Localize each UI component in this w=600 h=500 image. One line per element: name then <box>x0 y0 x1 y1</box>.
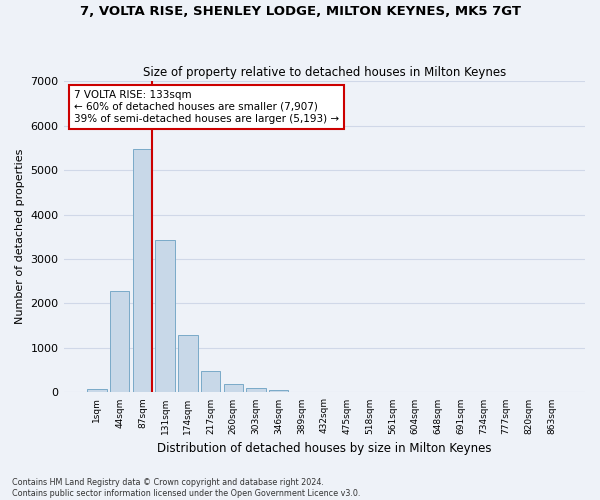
X-axis label: Distribution of detached houses by size in Milton Keynes: Distribution of detached houses by size … <box>157 442 491 455</box>
Bar <box>247 388 266 392</box>
Bar <box>224 384 243 392</box>
Text: 7 VOLTA RISE: 133sqm
← 60% of detached houses are smaller (7,907)
39% of semi-de: 7 VOLTA RISE: 133sqm ← 60% of detached h… <box>74 90 339 124</box>
Bar <box>87 389 107 392</box>
Bar <box>155 240 175 392</box>
Text: 7, VOLTA RISE, SHENLEY LODGE, MILTON KEYNES, MK5 7GT: 7, VOLTA RISE, SHENLEY LODGE, MILTON KEY… <box>79 5 521 18</box>
Bar <box>269 390 289 392</box>
Y-axis label: Number of detached properties: Number of detached properties <box>15 149 25 324</box>
Bar <box>178 334 197 392</box>
Title: Size of property relative to detached houses in Milton Keynes: Size of property relative to detached ho… <box>143 66 506 78</box>
Bar <box>110 292 130 392</box>
Bar <box>133 149 152 392</box>
Text: Contains HM Land Registry data © Crown copyright and database right 2024.
Contai: Contains HM Land Registry data © Crown c… <box>12 478 361 498</box>
Bar <box>201 371 220 392</box>
